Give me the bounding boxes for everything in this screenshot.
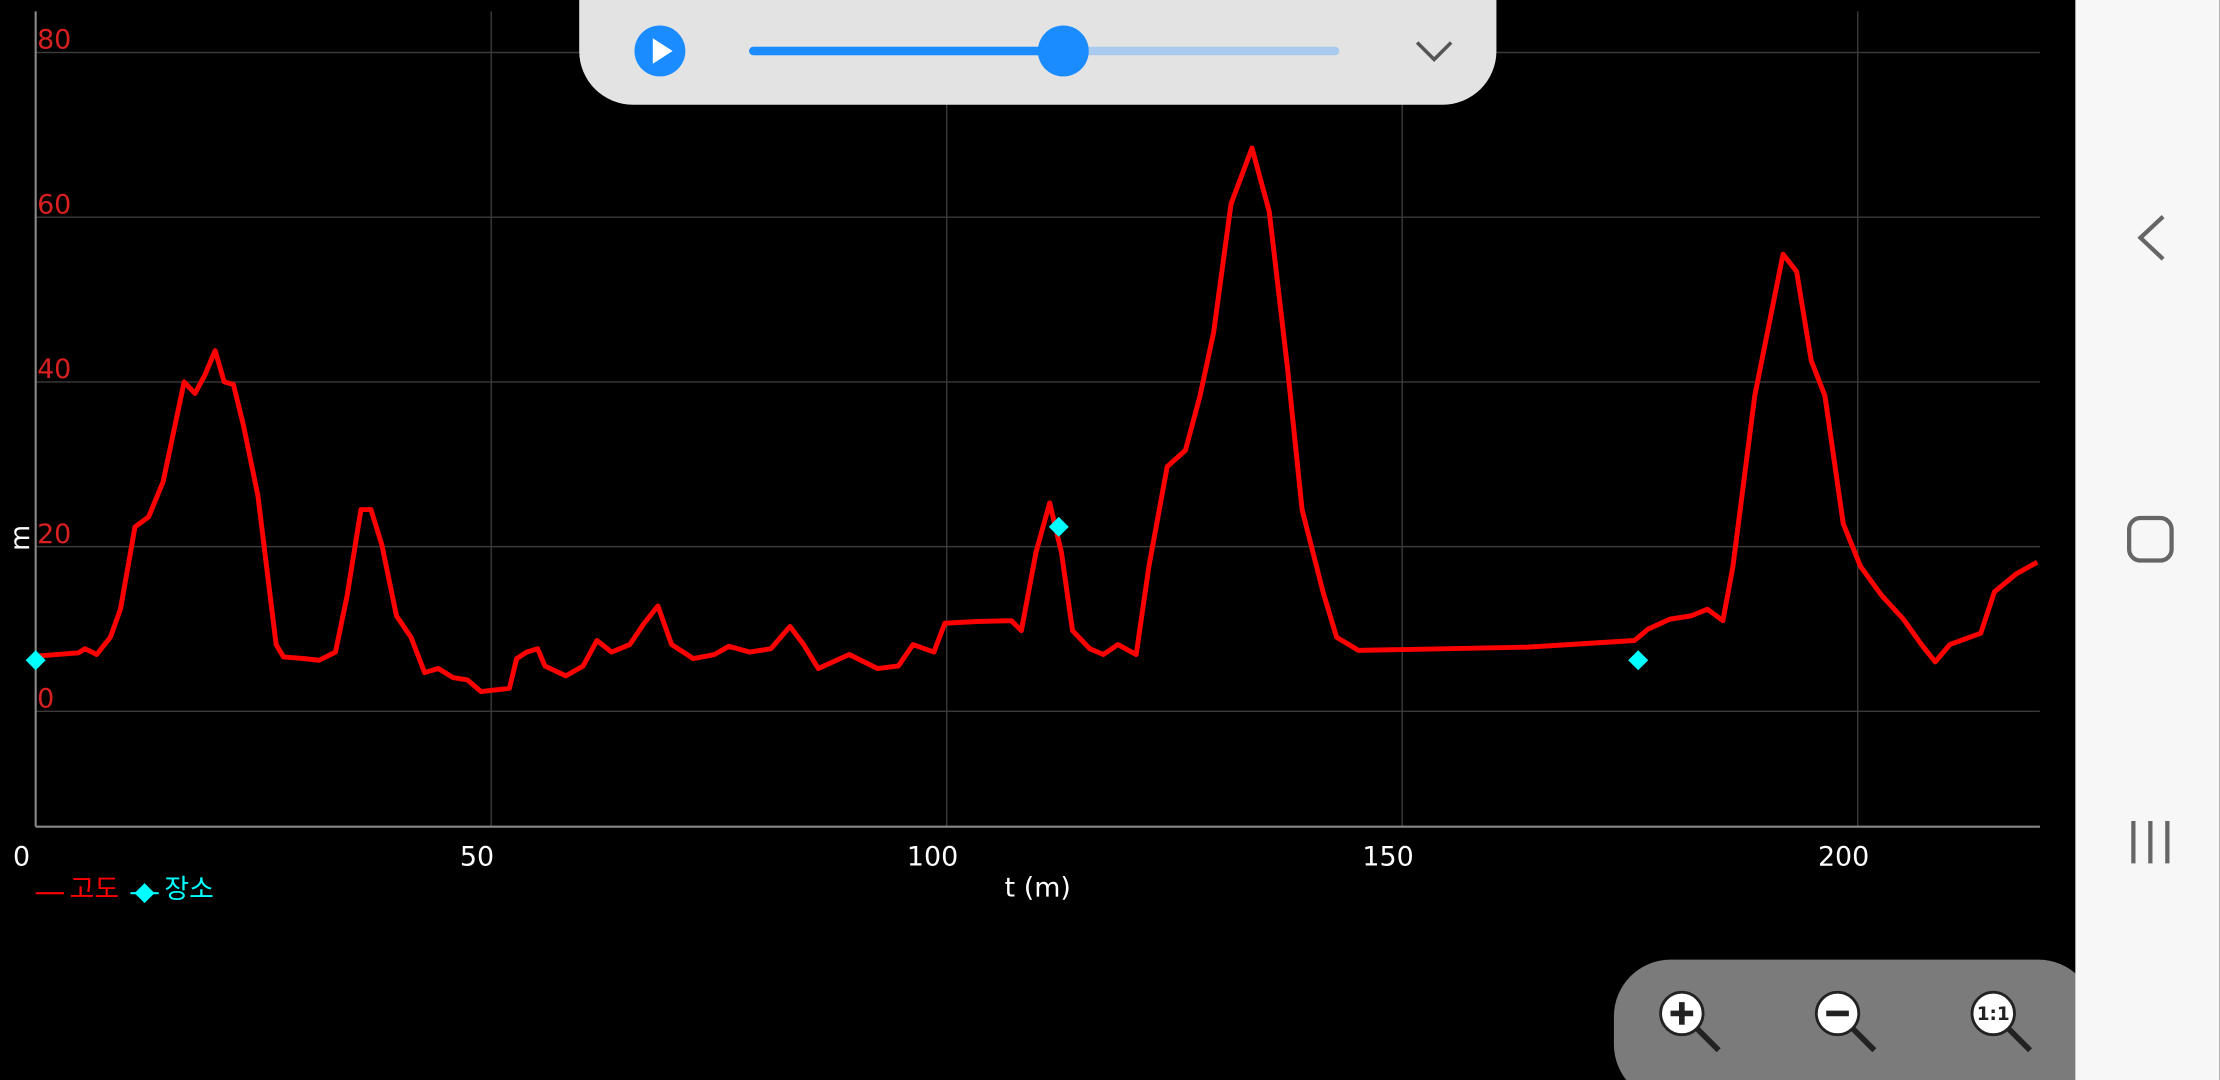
zoom-reset-button[interactable]: 1:1 [1970, 990, 2033, 1053]
slider-thumb [1037, 25, 1089, 77]
playback-bar [579, 0, 1497, 105]
seek-slider[interactable] [749, 25, 1340, 77]
magnifier-handle [2006, 1027, 2033, 1053]
legend-label: 고도 [70, 874, 119, 905]
recents-button[interactable] [2131, 820, 2170, 864]
play-icon [652, 38, 673, 64]
play-button[interactable] [634, 25, 686, 77]
y-tick-label: 0 [37, 684, 54, 715]
x-tick-label: 100 [907, 841, 958, 872]
y-tick-label: 20 [37, 519, 71, 550]
y-axis-title: m [5, 525, 36, 551]
x-tick-label: 50 [460, 841, 494, 872]
magnifier-handle [1695, 1027, 1721, 1053]
chart: 0 20 40 60 80 0 50 100 150 200 [13, 11, 2040, 872]
back-button[interactable] [2137, 215, 2165, 261]
magnifier [1970, 990, 2016, 1037]
legend: 고도 장소 [35, 874, 214, 905]
y-tick-label: 60 [37, 189, 71, 220]
x-tick-label: 0 [13, 841, 30, 872]
y-tick-label: 80 [37, 25, 71, 56]
y-tick-label: 40 [37, 354, 71, 385]
magnifier-handle [1851, 1027, 1877, 1053]
collapse-button[interactable] [1415, 41, 1453, 62]
zoom-out-button[interactable] [1814, 990, 1877, 1053]
navigation-bar [2075, 0, 2220, 1080]
elevation-line [35, 145, 2039, 695]
legend-label: 장소 [164, 874, 213, 905]
legend-swatch-marker [134, 883, 155, 904]
nav-background [2075, 0, 2220, 1080]
home-button[interactable] [2127, 515, 2174, 563]
zoom-reset-label: 1:1 [1977, 1004, 2010, 1025]
x-tick-label: 150 [1362, 841, 1413, 872]
place-marker [1628, 650, 1649, 671]
x-tick-label: 200 [1818, 841, 1869, 872]
zoom-controls: 1:1 [1613, 959, 2096, 1080]
x-axis-title: t (m) [1005, 872, 1071, 903]
zoom-in-button[interactable] [1659, 990, 1721, 1053]
plus-icon [1670, 1002, 1694, 1025]
